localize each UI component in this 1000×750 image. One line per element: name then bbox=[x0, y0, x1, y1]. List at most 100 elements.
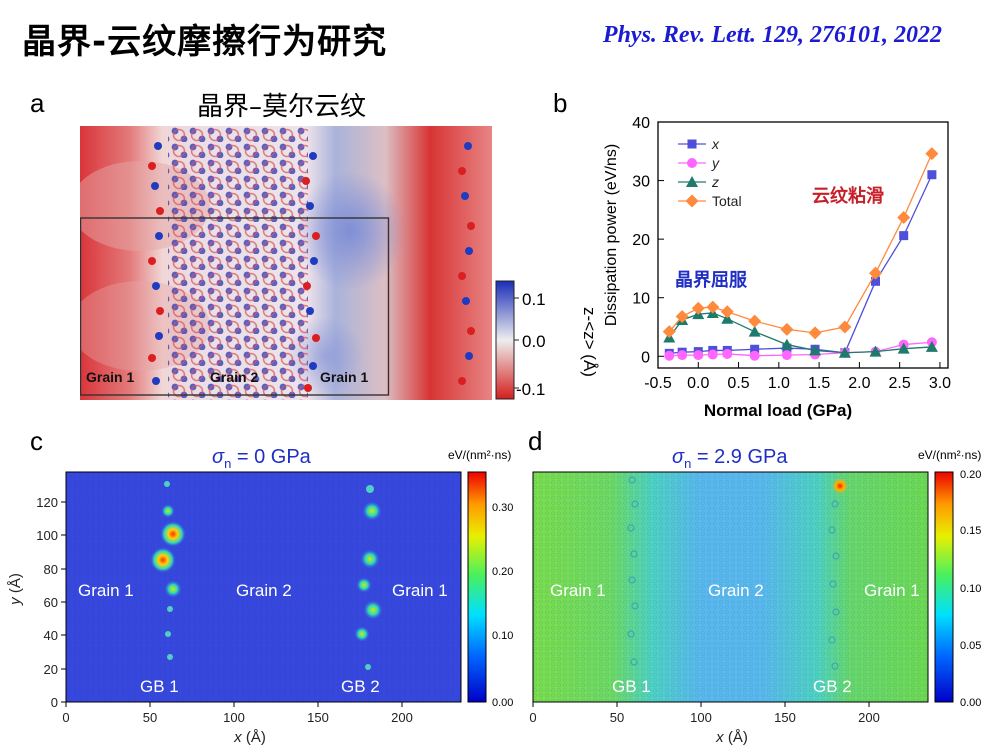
colorbar-tick: 0.0 bbox=[522, 332, 546, 351]
colorbar-tick: 0.20 bbox=[492, 566, 513, 578]
stress-value: = 2.9 GPa bbox=[691, 446, 788, 468]
panel-c-colorbar bbox=[467, 471, 487, 703]
grain-label: Grain 1 bbox=[392, 581, 448, 600]
x-unit: (Å) bbox=[242, 729, 266, 746]
sigma-subscript: n bbox=[684, 456, 692, 471]
legend-marker bbox=[687, 158, 697, 168]
sigma-subscript: n bbox=[224, 456, 232, 471]
x-tick-label: 2.5 bbox=[889, 375, 911, 392]
y-tick-label: 10 bbox=[632, 291, 650, 308]
x-unit: (Å) bbox=[724, 729, 748, 746]
x-axis-label: Normal load (GPa) bbox=[704, 401, 852, 420]
legend-marker bbox=[685, 194, 699, 208]
data-point bbox=[838, 346, 851, 358]
y-tick: 60 bbox=[44, 595, 58, 610]
panel-d-map: Grain 1 Grain 2 Grain 1 GB 1 GB 2 0 50 1… bbox=[529, 469, 981, 746]
sigma-symbol: σ bbox=[212, 446, 225, 468]
x-tick: 100 bbox=[223, 710, 245, 725]
data-point bbox=[707, 349, 718, 360]
y-tick: 100 bbox=[36, 528, 58, 543]
panel-d-unit: eV/(nm²·ns) bbox=[918, 448, 982, 462]
x-tick: 100 bbox=[690, 710, 712, 725]
legend-item: Total bbox=[678, 193, 742, 209]
gb-label: GB 2 bbox=[813, 677, 852, 696]
y-tick: 20 bbox=[44, 662, 58, 677]
data-point bbox=[664, 350, 675, 361]
panel-a-title: 晶界–莫尔云纹 bbox=[197, 92, 367, 122]
x-tick-label: 1.0 bbox=[768, 375, 790, 392]
data-point bbox=[780, 338, 793, 350]
data-point bbox=[809, 344, 822, 356]
panel-d-label: d bbox=[528, 426, 543, 456]
data-point bbox=[749, 350, 760, 361]
colorbar-tick: 0.30 bbox=[492, 502, 513, 514]
data-point bbox=[722, 348, 733, 359]
x-tick: 200 bbox=[858, 710, 880, 725]
data-point bbox=[748, 325, 761, 337]
grain-label: Grain 2 bbox=[210, 369, 258, 385]
selection-box bbox=[80, 217, 390, 396]
panel-c-label: c bbox=[30, 426, 43, 456]
y-tick: 120 bbox=[36, 495, 58, 510]
grain-label: Grain 1 bbox=[320, 369, 368, 385]
data-point bbox=[899, 231, 909, 241]
sigma-symbol: σ bbox=[672, 446, 685, 468]
x-tick-label: 1.5 bbox=[808, 375, 830, 392]
data-point bbox=[675, 309, 689, 323]
x-tick: 50 bbox=[143, 710, 157, 725]
data-point bbox=[691, 301, 705, 315]
colorbar-tick: 0.10 bbox=[492, 630, 513, 642]
colorbar-tick: 0.1 bbox=[522, 290, 546, 309]
legend-item: y bbox=[678, 155, 720, 171]
panel-b-label: b bbox=[553, 88, 568, 118]
panel-c-map: Grain 1 Grain 2 Grain 1 GB 1 GB 2 0 50 1… bbox=[7, 471, 513, 746]
data-point bbox=[781, 350, 792, 361]
colorbar-tick: 0.10 bbox=[960, 583, 981, 595]
grain-label: Grain 1 bbox=[78, 581, 134, 600]
x-tick: 200 bbox=[391, 710, 413, 725]
data-point bbox=[750, 344, 760, 354]
data-point bbox=[925, 340, 938, 352]
data-point bbox=[897, 342, 910, 354]
colorbar-tick: 0.00 bbox=[492, 697, 513, 709]
y-unit: (Å) bbox=[7, 573, 24, 597]
colorbar-tick: 0.15 bbox=[960, 525, 981, 537]
slide-title: 晶界-云纹摩擦行为研究 bbox=[22, 22, 388, 62]
moire-map: Grain 1 Grain 2 Grain 1 bbox=[80, 126, 492, 400]
y-tick-label: 20 bbox=[632, 232, 650, 249]
x-var: x bbox=[233, 729, 242, 746]
data-point bbox=[897, 210, 911, 224]
y-tick: 40 bbox=[44, 628, 58, 643]
data-point bbox=[838, 320, 852, 334]
grain-label: Grain 2 bbox=[236, 581, 292, 600]
data-point bbox=[869, 266, 882, 280]
panel-d-title: σn = 2.9 GPa bbox=[672, 446, 787, 471]
annotation-moire-stickslip: 云纹粘滑 bbox=[812, 185, 884, 206]
legend-label: y bbox=[711, 155, 720, 171]
data-point bbox=[869, 345, 882, 357]
x-tick-label: -0.5 bbox=[644, 375, 672, 392]
x-tick-label: 2.0 bbox=[848, 375, 870, 392]
data-point bbox=[721, 312, 734, 324]
x-axis-label: x (Å) bbox=[233, 729, 266, 746]
legend-marker bbox=[686, 176, 698, 187]
colorbar-tick: 0.20 bbox=[960, 469, 981, 481]
grain-label: Grain 1 bbox=[864, 581, 920, 600]
data-point bbox=[925, 147, 939, 161]
y-tick-label: 40 bbox=[632, 115, 650, 132]
x-tick-label: 3.0 bbox=[929, 375, 951, 392]
gb-dots bbox=[148, 142, 475, 392]
annotation-gb-yield: 晶界屈服 bbox=[675, 270, 748, 290]
x-tick-label: 0.5 bbox=[727, 375, 749, 392]
legend-item: z bbox=[678, 174, 719, 190]
legend-label: z bbox=[711, 174, 719, 190]
series-z bbox=[663, 306, 938, 358]
y-tick: 0 bbox=[51, 695, 58, 710]
x-tick-label: 0.0 bbox=[687, 375, 709, 392]
legend-item: x bbox=[678, 136, 720, 152]
x-tick: 150 bbox=[774, 710, 796, 725]
panel-c-unit: eV/(nm²·ns) bbox=[448, 448, 512, 462]
panel-d-colorbar bbox=[934, 471, 954, 703]
y-axis-label: y (Å) bbox=[7, 573, 24, 606]
data-point bbox=[748, 314, 762, 328]
